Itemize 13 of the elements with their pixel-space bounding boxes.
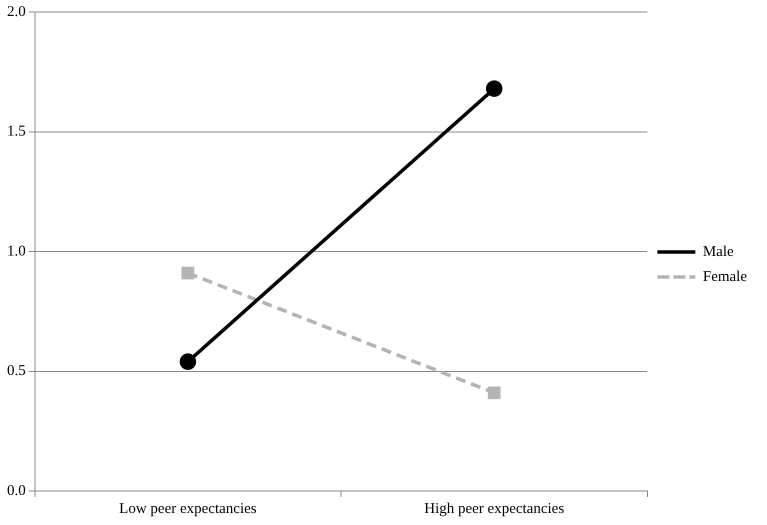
y-tick-label: 1.5 xyxy=(7,124,26,140)
y-tick-label: 0.5 xyxy=(7,363,26,380)
point xyxy=(488,386,501,400)
x-tick-label: High peer expectancies xyxy=(424,500,564,517)
x-tick-label: Low peer expectancies xyxy=(119,500,257,517)
legend-label: Female xyxy=(702,268,748,285)
y-tick-label: 0.0 xyxy=(7,482,26,499)
point xyxy=(182,266,194,280)
y-tick-label: 2.0 xyxy=(7,4,26,20)
point xyxy=(180,353,196,370)
legend-label: Male xyxy=(702,244,734,260)
point xyxy=(486,80,502,97)
y-tick-label: 1.0 xyxy=(7,243,26,260)
